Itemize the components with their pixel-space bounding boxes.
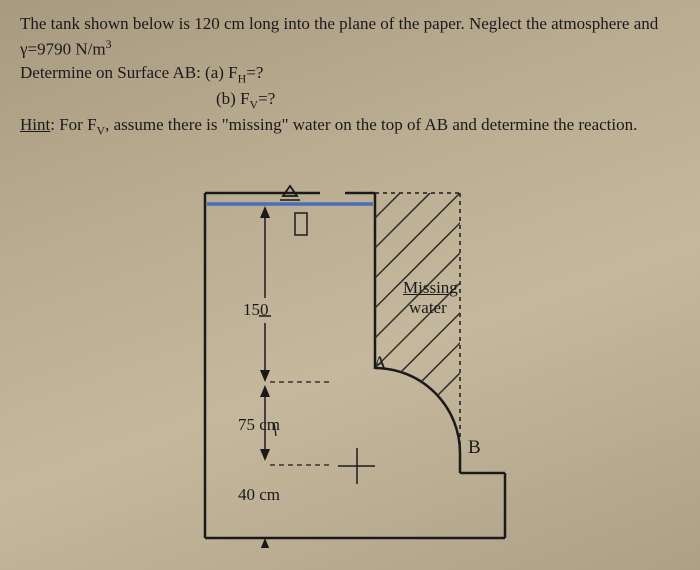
dim-75cm: 75 cm bbox=[238, 415, 280, 435]
part-b-line: (b) FV=? bbox=[216, 87, 680, 113]
problem-line-1: The tank shown below is 120 cm long into… bbox=[20, 12, 680, 36]
missing-water-label: Missing water bbox=[403, 278, 458, 318]
label-B: B bbox=[468, 437, 481, 459]
label-A: A bbox=[373, 353, 387, 375]
determine-line: Determine on Surface AB: (a) FH=? bbox=[20, 61, 680, 87]
dim-40cm: 40 cm bbox=[238, 485, 280, 505]
tank-diagram: 150 75 cm 40 cm A B Missing water bbox=[165, 178, 545, 548]
hint-line: Hint: For FV, assume there is "missing" … bbox=[20, 113, 680, 139]
gamma-line: γ=9790 N/m3 bbox=[20, 36, 680, 61]
dim-150: 150 bbox=[243, 300, 269, 320]
